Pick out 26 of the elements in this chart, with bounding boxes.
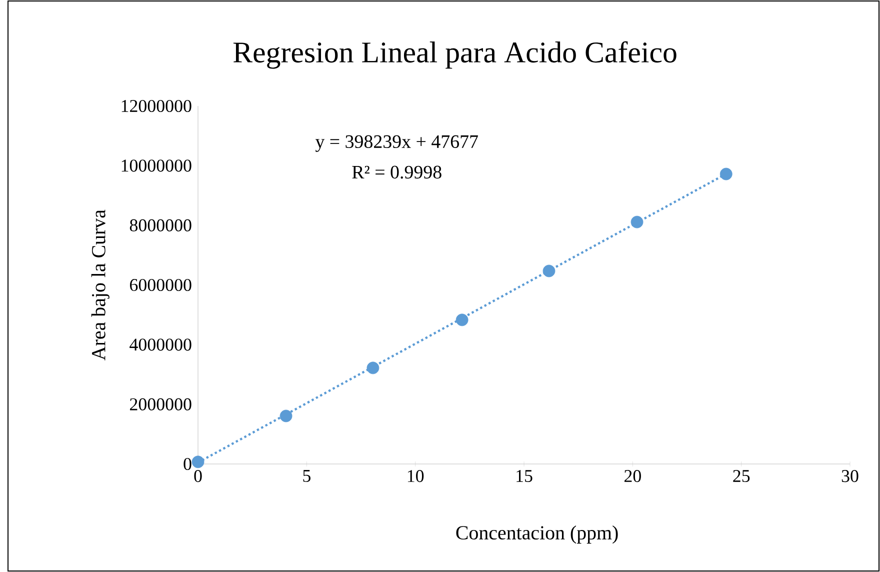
x-tick-label: 0	[194, 470, 202, 482]
x-tick-label: 20	[624, 470, 641, 482]
point	[192, 456, 204, 468]
chart-title: Regresion Lineal para Acido Cafeico	[233, 41, 676, 69]
x-axis-title: Concentacion (ppm)	[456, 526, 618, 544]
annotation: R² = 0.9998	[352, 166, 442, 179]
point	[542, 264, 556, 278]
x-tick-label: 15	[516, 470, 532, 482]
y-tick-label: 6000000	[130, 278, 192, 292]
point	[720, 168, 732, 180]
x-tick-label: 10	[408, 470, 424, 482]
point	[456, 314, 468, 326]
y-axis-title: Area bajo la Curva	[91, 210, 110, 360]
y-tick-label: 8000000	[130, 219, 192, 232]
y-tick-label: 0	[184, 458, 192, 470]
x-tick-label: 30	[842, 470, 858, 482]
x-tick-label: 25	[733, 470, 750, 482]
annotation: y = 398239x + 47677	[315, 135, 478, 152]
y-tick-label: 4000000	[130, 338, 192, 351]
point	[366, 362, 380, 374]
point	[280, 410, 292, 422]
x-tick-label: 5	[303, 470, 310, 482]
point	[630, 216, 644, 228]
y-tick-label: 2000000	[130, 398, 192, 410]
y-tick-label: 12000000	[122, 100, 192, 112]
y-tick-label: 10000000	[122, 160, 192, 172]
